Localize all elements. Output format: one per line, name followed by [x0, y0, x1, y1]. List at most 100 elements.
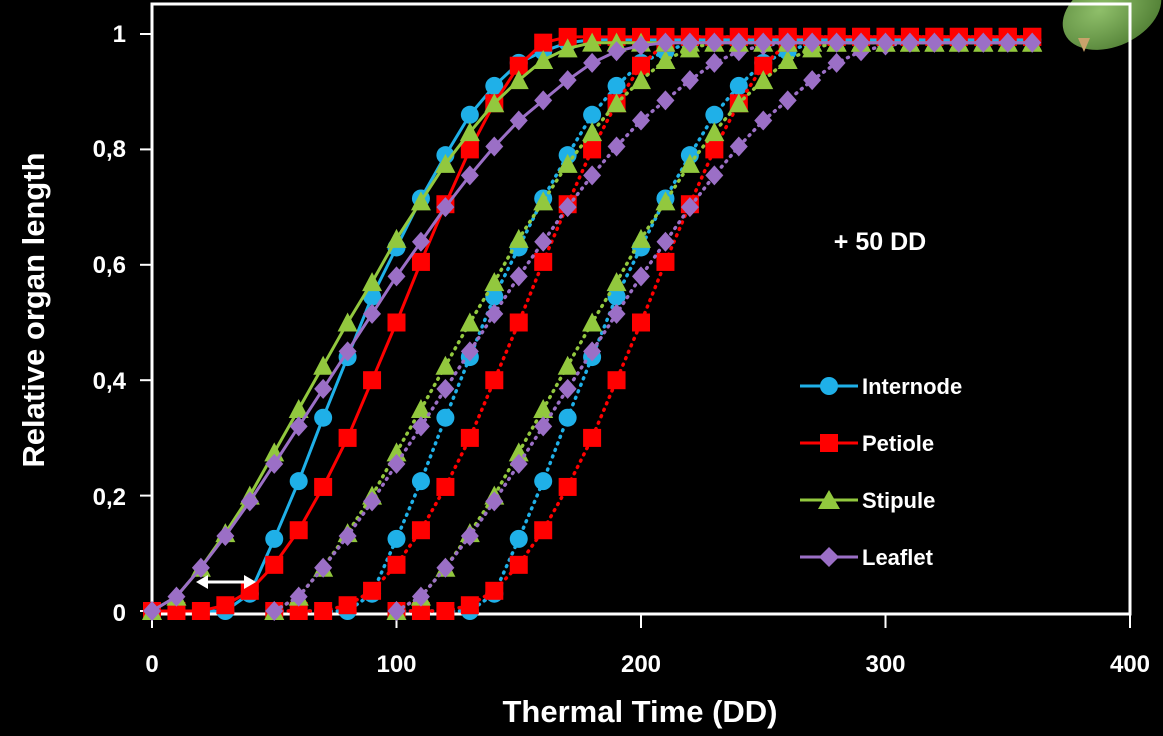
data-point — [534, 472, 553, 491]
data-point — [436, 557, 455, 578]
data-point — [704, 122, 725, 142]
data-point — [583, 341, 602, 362]
data-point — [337, 312, 358, 332]
legend-label: Leaflet — [862, 545, 934, 570]
data-point — [411, 416, 430, 437]
data-point — [459, 122, 480, 142]
data-point — [509, 555, 528, 574]
data-point — [509, 110, 528, 131]
legend-marker-circle-icon — [820, 377, 838, 395]
data-point — [558, 197, 577, 218]
x-axis-title: Thermal Time (DD) — [502, 694, 777, 729]
data-point — [534, 521, 553, 540]
data-point — [411, 252, 430, 271]
data-point — [314, 557, 333, 578]
data-point — [607, 303, 626, 324]
data-point — [803, 70, 822, 91]
y-tick-label: 0,6 — [93, 252, 126, 279]
x-tick-labels: 0 100 200 300 400 — [145, 651, 1150, 678]
legend-label: Internode — [862, 374, 962, 399]
data-point — [534, 90, 553, 111]
y-tick-label: 1 — [113, 21, 126, 48]
data-point — [460, 165, 479, 186]
x-tick-label: 300 — [865, 651, 905, 678]
data-point — [167, 602, 186, 620]
lag-double-arrow-icon — [196, 575, 256, 589]
data-point — [754, 56, 773, 75]
data-point — [632, 110, 650, 131]
data-point — [534, 416, 553, 437]
data-point — [508, 228, 529, 248]
data-point — [410, 399, 431, 419]
data-point — [509, 313, 528, 332]
legend-label: Stipule — [862, 488, 935, 513]
data-point — [949, 32, 968, 53]
data-point — [606, 272, 627, 292]
data-point — [338, 596, 357, 615]
data-point — [656, 32, 675, 53]
data-point — [729, 76, 748, 95]
data-point — [827, 52, 846, 73]
data-point — [729, 136, 748, 157]
data-point — [289, 521, 308, 540]
data-point — [436, 477, 455, 496]
data-point — [631, 228, 651, 248]
data-point — [582, 122, 603, 142]
data-point — [998, 32, 1017, 53]
data-point — [435, 153, 456, 173]
data-point — [387, 313, 406, 332]
data-point — [509, 56, 528, 75]
data-point — [410, 191, 431, 211]
data-point — [289, 586, 308, 607]
data-point — [558, 70, 577, 91]
data-point — [460, 525, 479, 546]
offset-annotation: + 50 DD — [834, 228, 926, 256]
data-point — [778, 32, 797, 53]
data-point — [655, 191, 676, 211]
data-point — [728, 93, 749, 113]
x-tick-label: 0 — [145, 651, 158, 678]
data-point — [583, 105, 602, 124]
data-point — [363, 371, 382, 390]
data-point — [289, 472, 308, 491]
y-tick-label: 0,8 — [93, 136, 126, 163]
data-point — [191, 602, 210, 620]
data-point — [265, 453, 284, 474]
legend-item-petiole: Petiole — [800, 431, 934, 456]
data-point — [314, 408, 333, 427]
data-point — [265, 601, 284, 621]
data-point — [705, 105, 724, 124]
data-point — [387, 453, 406, 474]
data-point — [777, 49, 798, 69]
data-point — [216, 525, 235, 546]
data-point — [558, 477, 577, 496]
data-point — [436, 408, 455, 427]
data-point — [314, 602, 333, 620]
data-point — [852, 32, 871, 53]
data-point — [314, 477, 333, 496]
data-point — [583, 165, 602, 186]
data-point — [557, 355, 578, 375]
data-point — [289, 602, 308, 620]
data-point — [1023, 32, 1042, 53]
data-point — [655, 49, 676, 69]
y-tick-label: 0,2 — [93, 484, 126, 511]
data-point — [240, 491, 259, 512]
data-point — [876, 32, 895, 53]
data-point — [436, 602, 455, 620]
data-point — [288, 399, 309, 419]
legend-item-internode: Internode — [800, 374, 962, 399]
data-point — [656, 231, 675, 252]
x-tick-label: 400 — [1110, 651, 1150, 678]
legend-marker-diamond-icon — [819, 547, 839, 567]
data-point — [509, 266, 528, 287]
data-point — [705, 52, 724, 73]
data-point — [900, 32, 919, 53]
data-point — [338, 341, 357, 362]
data-point — [583, 52, 602, 73]
data-point — [386, 228, 407, 248]
data-point — [460, 140, 479, 159]
data-point — [509, 529, 528, 548]
data-point — [607, 41, 626, 62]
